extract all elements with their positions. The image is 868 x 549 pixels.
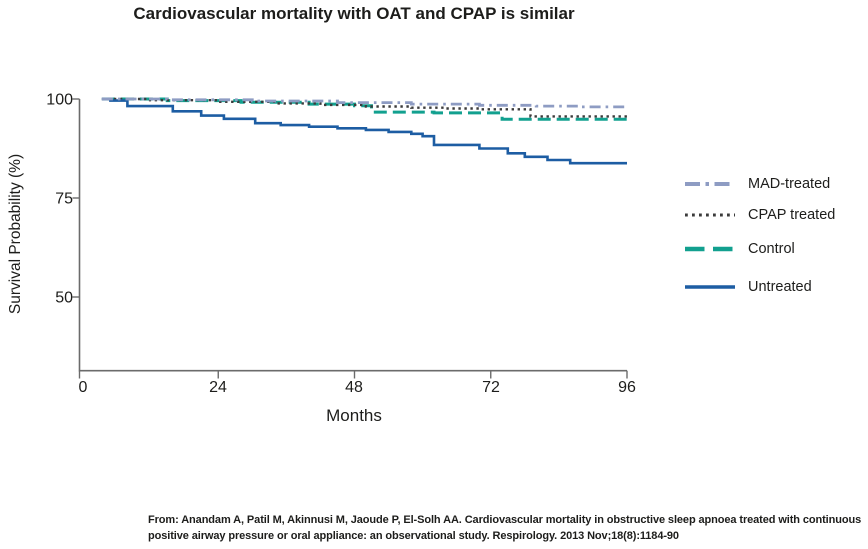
x-tick-48: 48 bbox=[345, 379, 363, 396]
x-tick-96: 96 bbox=[618, 379, 636, 396]
citation: From: Anandam A, Patil M, Akinnusi M, Ja… bbox=[148, 513, 861, 545]
x-tick-72: 72 bbox=[482, 379, 500, 396]
curve-mad-treated bbox=[101, 97, 627, 109]
chart-legend: MAD-treated CPAP treated Control Untreat… bbox=[684, 175, 835, 295]
legend-label-untreated: Untreated bbox=[748, 278, 812, 295]
untreated-line-swatch bbox=[685, 284, 735, 289]
x-axis-title: Months bbox=[326, 406, 382, 425]
legend-label-cpap-treated: CPAP treated bbox=[748, 206, 836, 223]
legend-item-control: Control bbox=[684, 240, 835, 257]
legend-label-mad-treated: MAD-treated bbox=[748, 175, 831, 192]
legend-item-untreated: Untreated bbox=[684, 278, 835, 295]
legend-item-cpap-treated: CPAP treated bbox=[684, 206, 835, 223]
x-tick-24: 24 bbox=[209, 379, 227, 396]
curve-cpap-treated bbox=[101, 97, 627, 118]
citation-line-1: From: Anandam A, Patil M, Akinnusi M, Ja… bbox=[148, 514, 862, 526]
y-tick-100: 100 bbox=[46, 92, 73, 109]
citation-line-2: positive airway pressure or oral applian… bbox=[148, 529, 679, 542]
mad-treated-line-swatch bbox=[685, 181, 735, 186]
legend-label-control: Control bbox=[748, 240, 795, 257]
y-axis-title: Survival Probability (%) bbox=[7, 154, 24, 314]
control-line-swatch bbox=[685, 246, 735, 251]
cpap-treated-line-swatch bbox=[685, 213, 735, 216]
axes bbox=[72, 98, 628, 379]
y-tick-75: 75 bbox=[55, 191, 73, 208]
chart-title: Cardiovascular mortality with OAT and CP… bbox=[133, 4, 575, 23]
x-tick-0: 0 bbox=[79, 379, 88, 396]
curve-untreated bbox=[101, 97, 627, 165]
legend-item-mad-treated: MAD-treated bbox=[684, 175, 835, 192]
y-tick-50: 50 bbox=[55, 290, 73, 307]
survival-curves bbox=[101, 97, 629, 165]
